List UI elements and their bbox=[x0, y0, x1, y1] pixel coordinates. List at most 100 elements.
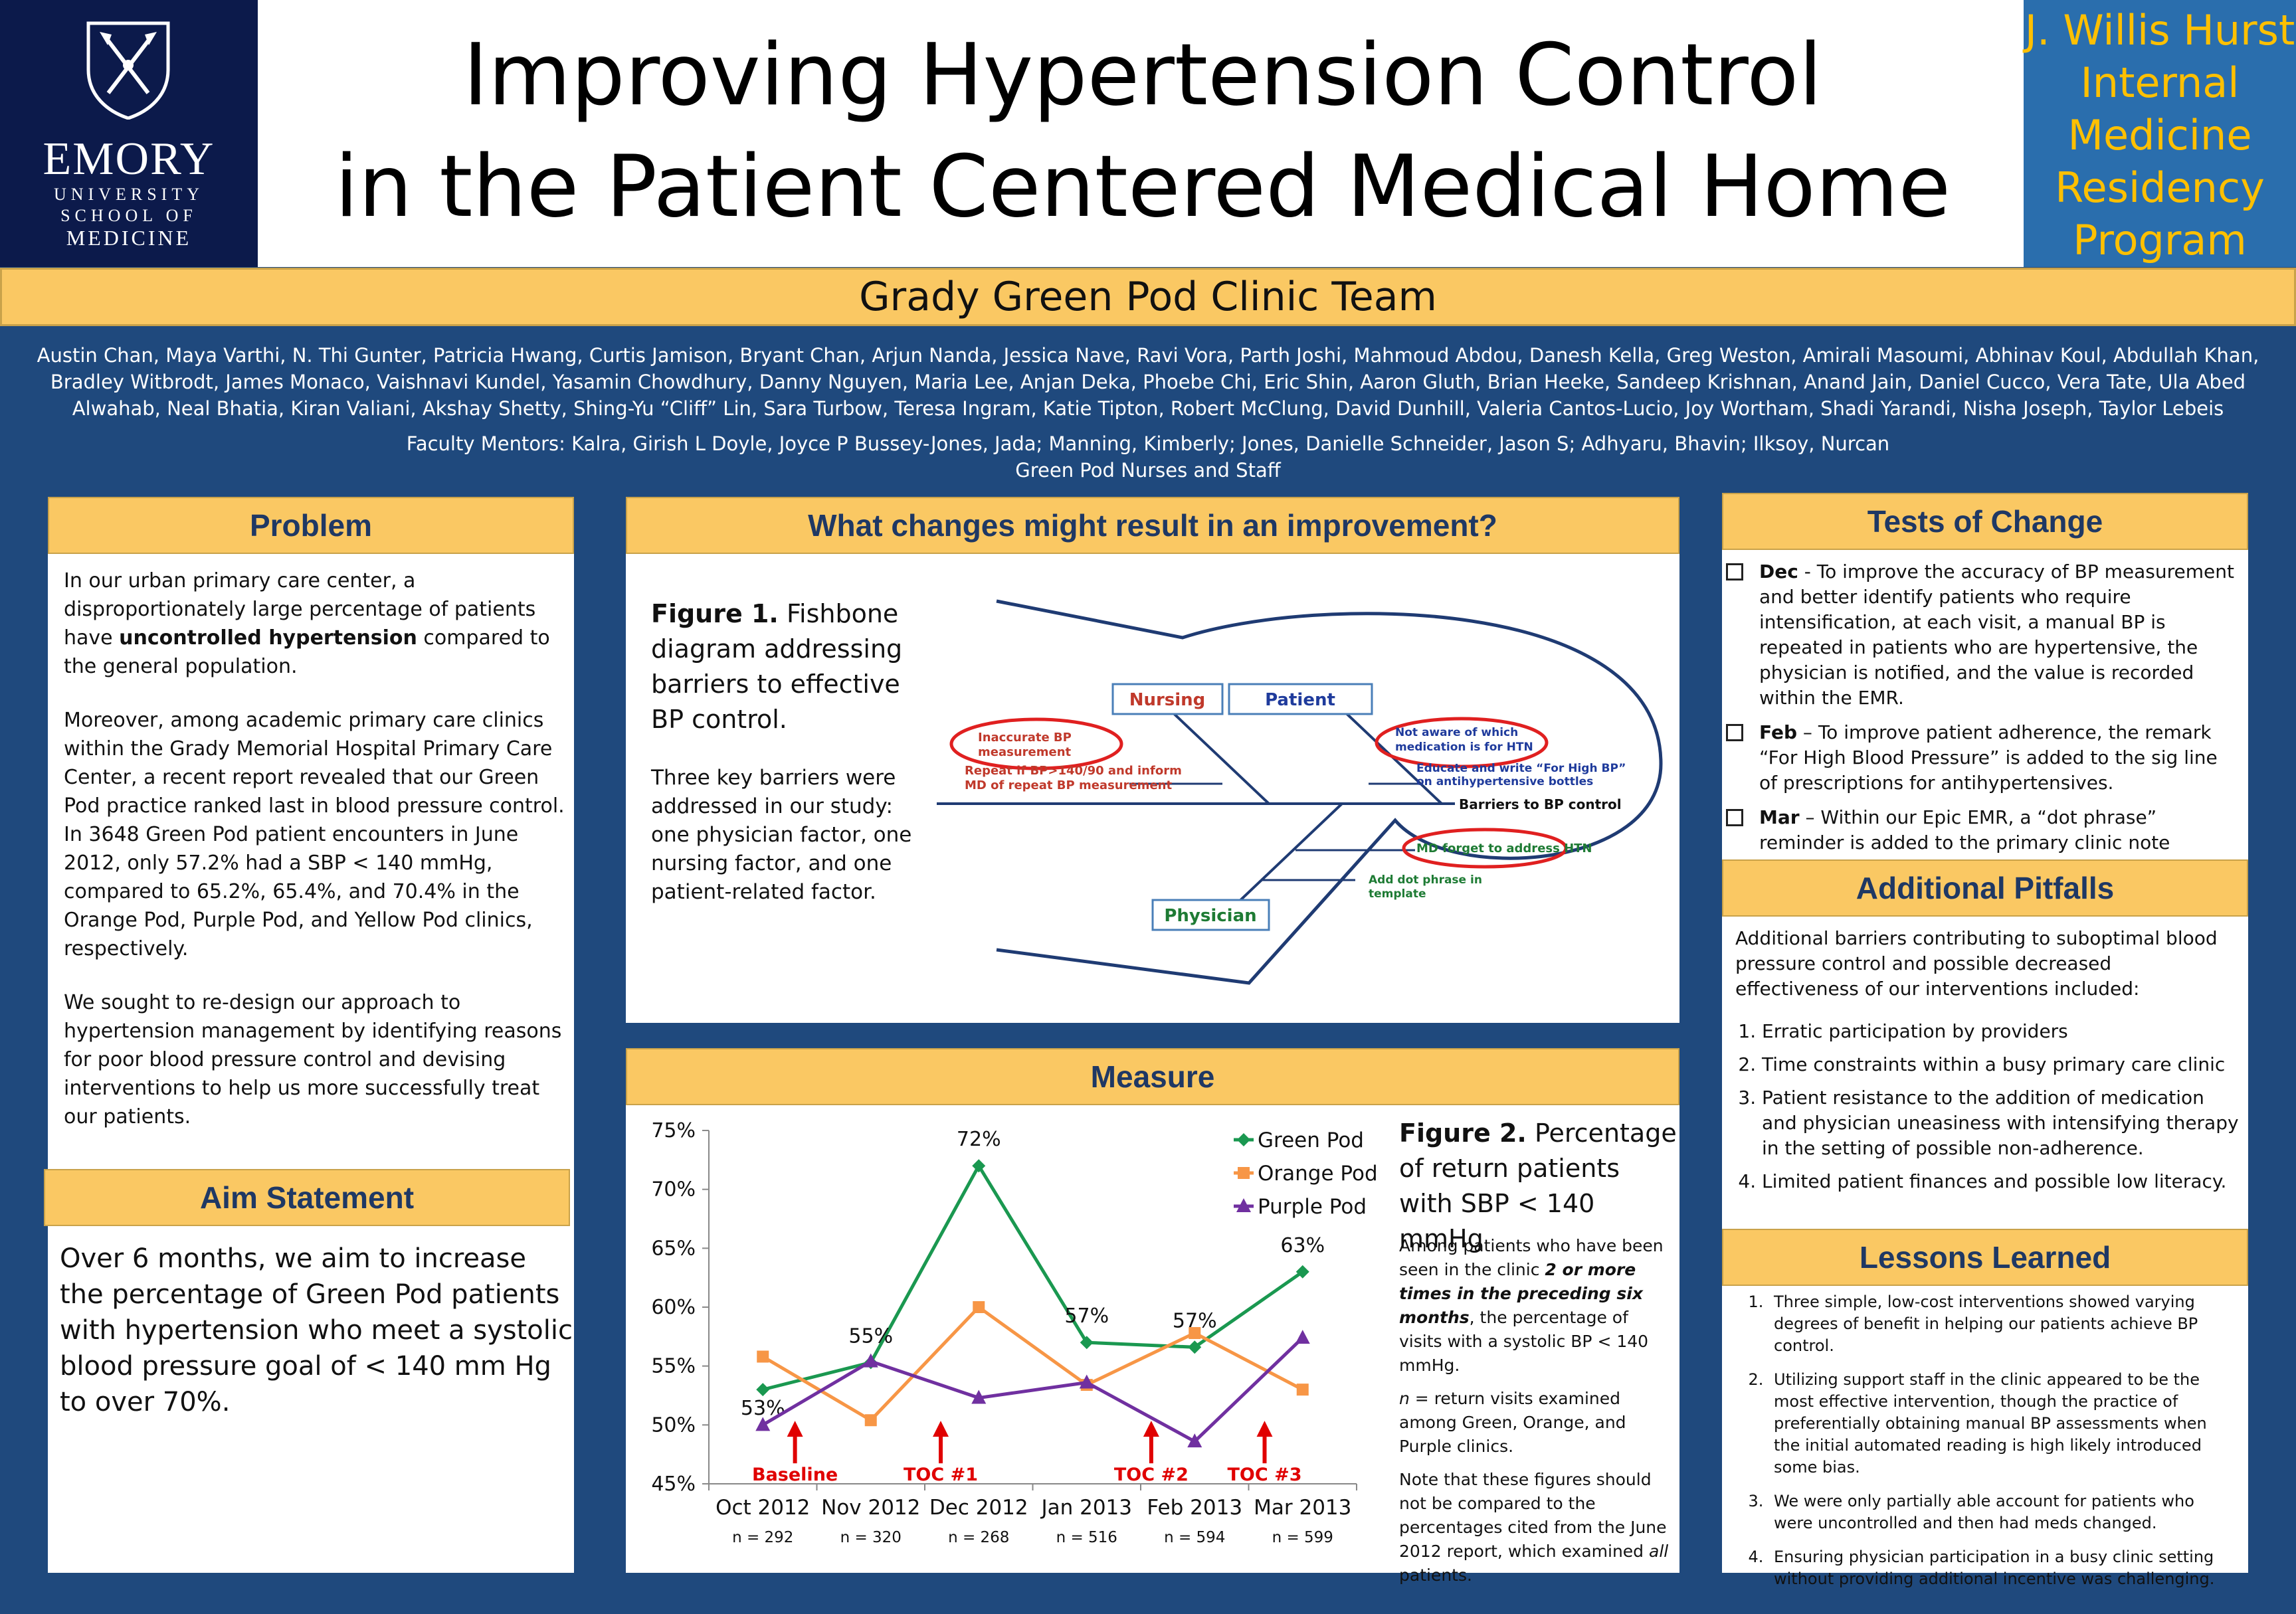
fishbone-diagram: Nursing Patient Physician Inaccurate BP … bbox=[937, 599, 1663, 985]
data-point bbox=[1080, 1336, 1094, 1350]
test-month: Dec bbox=[1759, 561, 1798, 583]
lessons-text: Three simple, low-cost interventions sho… bbox=[1725, 1291, 2236, 1602]
title-line-2: in the Patient Centered Medical Home bbox=[334, 137, 1951, 236]
pitfalls-intro: Additional barriers contributing to subo… bbox=[1735, 927, 2218, 1000]
title-line-1: Improving Hypertension Control bbox=[463, 26, 1822, 125]
measure-note: Note that these figures should not be co… bbox=[1399, 1468, 1672, 1587]
lesson-item: Utilizing support staff in the clinic ap… bbox=[1769, 1369, 2236, 1479]
annotation-arrowhead bbox=[1143, 1421, 1159, 1437]
y-tick-label: 70% bbox=[651, 1178, 696, 1202]
problem-text-part: In our urban primary care center, a disp… bbox=[64, 569, 536, 650]
sample-size-label: n = 516 bbox=[1056, 1529, 1117, 1546]
problem-text-part: compared to the general population. bbox=[64, 626, 550, 678]
inaccurate-label-1: Inaccurate BP bbox=[978, 731, 1072, 745]
legend-label: Orange Pod bbox=[1258, 1162, 1378, 1186]
problem-paragraph: We sought to re-design our approach to h… bbox=[64, 991, 562, 1128]
data-point bbox=[1188, 1340, 1202, 1354]
program-line: Program bbox=[2073, 216, 2247, 264]
highlight-ellipse bbox=[949, 717, 1123, 770]
shield-icon bbox=[86, 21, 170, 120]
team-bar: Grady Green Pod Clinic Team bbox=[0, 268, 2296, 326]
problem-panel bbox=[48, 497, 574, 1169]
test-text: – To improve patient adherence, the rema… bbox=[1759, 721, 2218, 794]
annotation-label: Baseline bbox=[752, 1465, 838, 1485]
figure1-label: Figure 1. bbox=[651, 599, 779, 628]
mentors-line-2: Green Pod Nurses and Staff bbox=[1015, 459, 1281, 482]
figure2-caption-text: Percentage of return patients with SBP <… bbox=[1399, 1119, 1677, 1253]
tests-list: Dec - To improve the accuracy of BP meas… bbox=[1725, 559, 2240, 890]
problem-paragraph: In our urban primary care center, a disp… bbox=[64, 567, 569, 681]
measure-chart: 45% 50% 55% 60% 65% 70% 75% Oct 2012 n = 292 Nov … bbox=[651, 1119, 1378, 1546]
figure1-caption-text: Fishbone diagram addressing barriers to … bbox=[651, 599, 903, 734]
logo-line-1: EMORY bbox=[43, 134, 215, 185]
nursing-label: Nursing bbox=[1129, 690, 1206, 710]
data-label: 63% bbox=[1280, 1234, 1325, 1257]
x-tick-label: Feb 2013 bbox=[1147, 1496, 1242, 1520]
notaware-label-2: medication is for HTN bbox=[1395, 741, 1533, 754]
sample-size-label: n = 594 bbox=[1164, 1529, 1225, 1546]
annotation-label: TOC #3 bbox=[1228, 1465, 1302, 1485]
sample-size-label: n = 320 bbox=[840, 1529, 902, 1546]
data-label: 57% bbox=[1064, 1304, 1109, 1328]
tests-heading: Tests of Change bbox=[1722, 493, 2248, 550]
note-text: Note that these figures should not be co… bbox=[1399, 1470, 1667, 1561]
aim-heading: Aim Statement bbox=[44, 1169, 570, 1226]
patient-box bbox=[1228, 683, 1373, 715]
data-point bbox=[757, 1350, 769, 1363]
physician-box bbox=[1151, 899, 1270, 931]
problem-emphasis: uncontrolled hypertension bbox=[119, 626, 417, 650]
mentors-line-1: Faculty Mentors: Kalra, Girish L Doyle, … bbox=[406, 432, 1890, 455]
measure-heading: Measure bbox=[626, 1048, 1679, 1105]
lessons-panel bbox=[1722, 1229, 2248, 1573]
aim-text: Over 6 months, we aim to increase the pe… bbox=[60, 1243, 573, 1417]
y-tick-label: 65% bbox=[651, 1237, 696, 1260]
program-line: Residency bbox=[2055, 163, 2265, 212]
note-emphasis: all bbox=[1649, 1542, 1669, 1561]
sample-size-label: n = 268 bbox=[948, 1529, 1009, 1546]
aim-panel bbox=[48, 1169, 574, 1573]
figure1-caption: Figure 1. Fishbone diagram addressing ba… bbox=[651, 596, 937, 737]
note-text: = return visits examined among Green, Or… bbox=[1399, 1389, 1626, 1456]
data-point bbox=[1295, 1265, 1309, 1279]
note-text: patients. bbox=[1399, 1566, 1472, 1585]
annotation-label: TOC #1 bbox=[904, 1465, 978, 1485]
measure-notes: Among patients who have been seen in the… bbox=[1399, 1234, 1672, 1587]
annotation-arrowhead bbox=[933, 1421, 949, 1437]
test-month: Feb bbox=[1759, 721, 1798, 743]
fish-outline bbox=[996, 599, 1663, 985]
data-point bbox=[863, 1353, 878, 1368]
legend-marker bbox=[1238, 1167, 1250, 1179]
data-point bbox=[1079, 1374, 1094, 1389]
pitfall-item: Patient resistance to the addition of me… bbox=[1762, 1085, 2240, 1161]
y-tick-label: 45% bbox=[651, 1473, 696, 1496]
annotation-label: TOC #2 bbox=[1114, 1465, 1189, 1485]
barriers-label: Barriers to BP control bbox=[1459, 796, 1622, 812]
logo-line-2: UNIVERSITY bbox=[54, 185, 204, 204]
test-text: - To improve the accuracy of BP measurem… bbox=[1759, 561, 2234, 709]
figure2-label: Figure 2. bbox=[1399, 1119, 1527, 1148]
y-tick-label: 50% bbox=[651, 1413, 696, 1437]
author-list: Austin Chan, Maya Varthi, N. Thi Gunter,… bbox=[37, 344, 2259, 420]
pitfalls-panel bbox=[1722, 859, 2248, 1229]
repeat-label-1: Repeat if BP>140/90 and inform bbox=[965, 764, 1182, 778]
notaware-label-1: Not aware of which bbox=[1395, 726, 1518, 739]
x-tick-label: Nov 2012 bbox=[821, 1496, 920, 1520]
tests-panel bbox=[1722, 493, 2248, 859]
header-band bbox=[0, 0, 2296, 267]
pitfalls-text: Additional barriers contributing to subo… bbox=[1735, 926, 2240, 1194]
note-emphasis: n bbox=[1399, 1389, 1410, 1408]
data-label: 72% bbox=[957, 1128, 1001, 1151]
program-line: Internal bbox=[2080, 58, 2240, 107]
program-line: Medicine bbox=[2067, 111, 2252, 159]
data-label: 55% bbox=[848, 1324, 893, 1348]
problem-text: In our urban primary care center, a disp… bbox=[64, 567, 569, 1156]
educate-label-1: Educate and write “For High BP” bbox=[1416, 762, 1626, 775]
pitfalls-heading: Additional Pitfalls bbox=[1722, 859, 2248, 917]
lesson-item: Three simple, low-cost interventions sho… bbox=[1769, 1291, 2236, 1357]
educate-label-2: on antihypertensive bottles bbox=[1416, 775, 1593, 788]
x-tick-label: Mar 2013 bbox=[1254, 1496, 1351, 1520]
pitfall-item: Time constraints within a busy primary c… bbox=[1762, 1052, 2240, 1077]
sample-size-label: n = 292 bbox=[732, 1529, 793, 1546]
repeat-label-2: MD of repeat BP measurement bbox=[965, 778, 1172, 792]
data-point bbox=[971, 1390, 987, 1404]
